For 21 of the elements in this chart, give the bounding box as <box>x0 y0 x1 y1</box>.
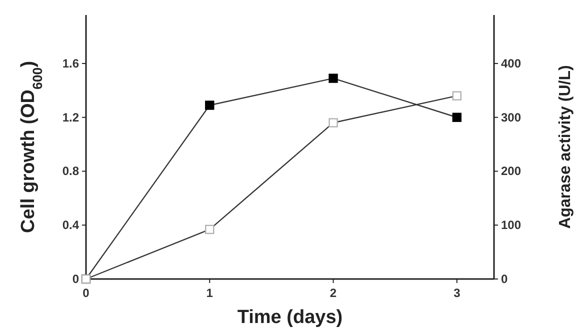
y-tick-label: 0.4 <box>62 218 80 232</box>
y-tick-label: 1.2 <box>62 110 80 124</box>
y-tick-label: 1.6 <box>62 56 80 70</box>
point <box>205 100 214 110</box>
y-tick-label: 0.8 <box>62 164 80 178</box>
y2-axis-title: Agarase activity (U/L) <box>557 65 574 229</box>
x-tick-label: 3 <box>454 286 461 300</box>
x-tick-label: 2 <box>330 286 337 300</box>
x-tick-label: 0 <box>82 286 90 300</box>
point <box>328 74 338 83</box>
x-tick-label: 1 <box>206 286 214 300</box>
y2-tick-label: 200 <box>501 164 522 178</box>
point <box>452 112 462 122</box>
point <box>205 224 214 234</box>
y-tick-label: 0 <box>72 272 80 286</box>
x-axis-title: Time (days) <box>237 307 343 328</box>
point <box>328 118 338 128</box>
y2-tick-label: 0 <box>501 272 508 286</box>
y2-tick-label: 100 <box>501 218 522 232</box>
y2-tick-label: 300 <box>501 110 522 124</box>
y2-tick-label: 400 <box>501 56 522 70</box>
